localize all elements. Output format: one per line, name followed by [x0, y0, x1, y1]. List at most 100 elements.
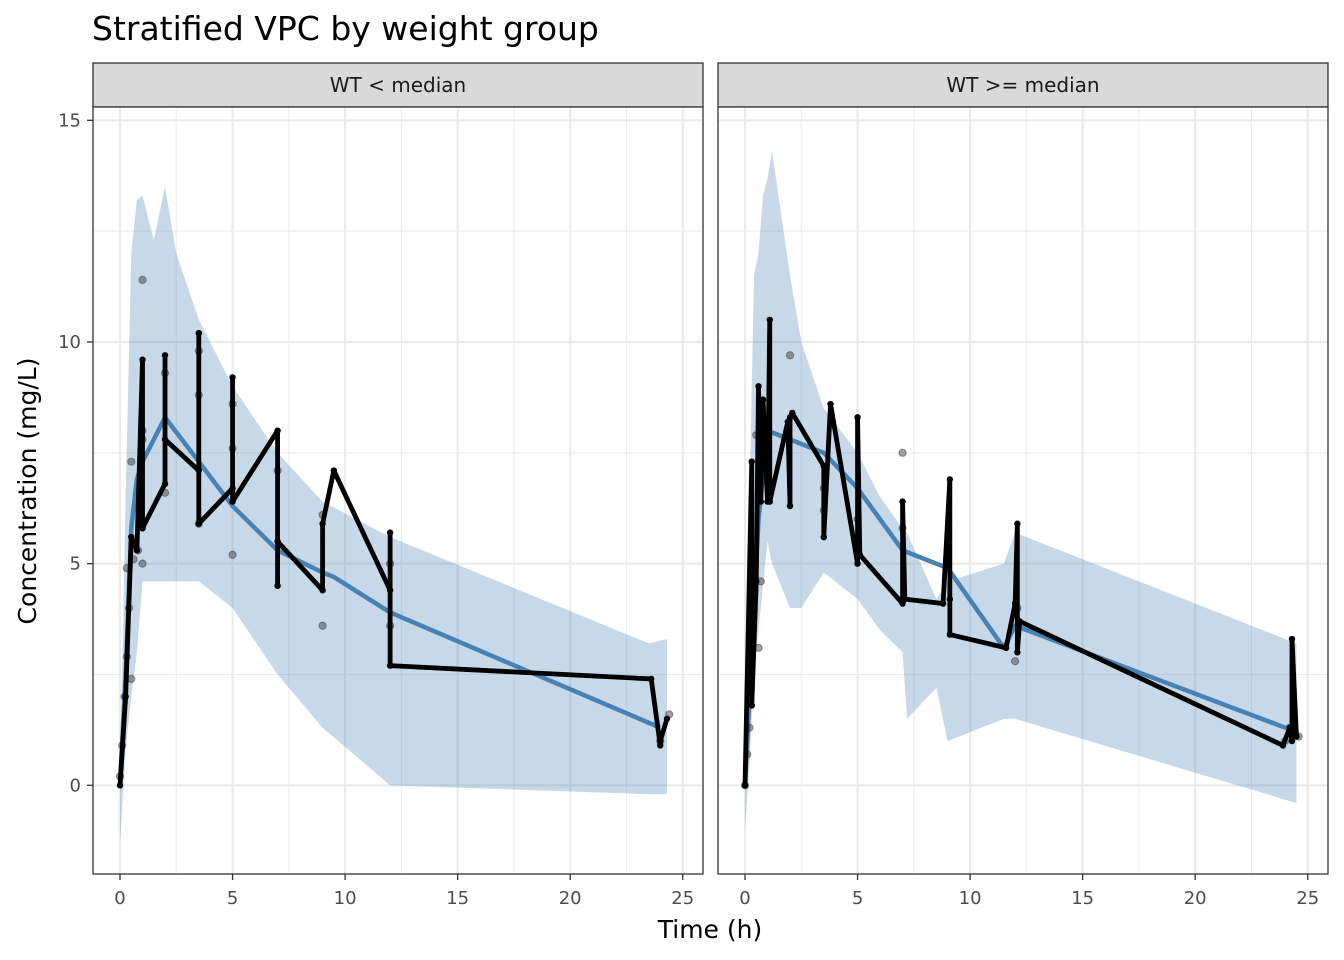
x-tick-label: 10 — [334, 888, 357, 909]
facet-strip — [92, 62, 704, 108]
chart-title: Stratified VPC by weight group — [92, 9, 599, 48]
observed-profile-point — [820, 533, 827, 541]
observed-profile-point — [946, 595, 954, 603]
observed-profile-point — [229, 374, 236, 381]
observed-profile-point — [854, 414, 861, 421]
observed-profile-point — [1014, 520, 1021, 527]
observed-profile-point — [748, 458, 755, 465]
observed-point — [785, 351, 795, 360]
observed-point — [318, 621, 327, 630]
panel-background — [93, 107, 703, 874]
observed-profile-point — [755, 383, 762, 390]
observed-profile-point — [648, 675, 655, 683]
x-tick-label: 0 — [739, 888, 750, 909]
y-tick-label: 5 — [70, 554, 81, 575]
x-tick-label: 15 — [446, 888, 469, 909]
prediction-interval-ribbon — [745, 151, 1297, 830]
observed-profile-point — [657, 742, 664, 749]
facet-strip — [717, 62, 1329, 108]
observed-profile-point — [330, 467, 338, 474]
observed-profile-point — [901, 595, 909, 603]
observed-profile-point — [757, 498, 764, 505]
observed-profile-point — [946, 476, 954, 483]
observed-profile-point — [899, 498, 906, 505]
observed-profile-point — [319, 587, 326, 594]
panel-border — [92, 106, 704, 875]
observed-profile-point — [766, 498, 773, 505]
observed-profile-point — [827, 400, 834, 408]
observed-profile-point — [759, 396, 767, 403]
observed-profile-point — [1293, 733, 1300, 740]
observed-profile-point — [753, 578, 760, 585]
observed-profile-point — [1279, 742, 1287, 749]
observed-point — [228, 550, 237, 559]
y-tick-label: 15 — [58, 110, 81, 131]
observed-profile-point — [274, 582, 281, 590]
observed-profile-point — [766, 316, 773, 324]
x-tick-label: 10 — [959, 888, 982, 909]
prediction-interval-ribbon — [120, 186, 667, 843]
observed-profile-point — [133, 547, 141, 554]
observed-profile-point — [386, 587, 394, 594]
y-tick-label: 10 — [58, 332, 81, 353]
observed-point — [898, 448, 907, 457]
facet-strip-label: WT < median — [330, 73, 466, 97]
observed-profile-point — [229, 498, 236, 505]
observed-profile-point — [748, 702, 755, 709]
observed-profile-point — [657, 737, 664, 745]
observed-profile-point — [741, 782, 749, 789]
y-tick-label: 0 — [70, 775, 81, 796]
observed-profile-point — [122, 693, 129, 700]
y-axis: 0 5 10 15 — [58, 110, 93, 796]
observed-profile-point — [789, 409, 796, 417]
facet-panels: WT < median 0 5 10 15 20 25 WT >= median 0 5 10 15 2… — [92, 62, 1329, 909]
x-tick-label: 5 — [852, 888, 863, 909]
observed-profile-point — [195, 467, 202, 474]
observed-profile-point — [1286, 724, 1293, 731]
observed-profile-point — [856, 551, 864, 558]
x-tick-label: 25 — [1296, 888, 1319, 909]
x-tick-label: 5 — [227, 888, 238, 909]
x-tick-label: 0 — [114, 888, 125, 909]
y-axis-title: Concentration (mg/L) — [13, 358, 42, 625]
observed-profile-point — [786, 502, 794, 510]
observed-profile-point — [663, 715, 671, 723]
x-tick-label: 15 — [1071, 888, 1094, 909]
observed-profile-point — [195, 329, 202, 337]
observed-profile-point — [854, 560, 861, 567]
observed-profile-point — [1014, 649, 1021, 656]
observed-profile-point — [1002, 644, 1010, 652]
observed-profile-point — [161, 480, 169, 488]
observed-profile-point — [116, 782, 124, 789]
observed-profile-point — [1011, 600, 1019, 607]
panel-border — [717, 106, 1329, 875]
observed-profile-point — [195, 520, 202, 527]
x-tick-label: 20 — [559, 888, 582, 909]
observed-profile-point — [229, 485, 236, 492]
observed-profile-line — [117, 330, 670, 786]
observed-point — [138, 559, 147, 568]
panel-background — [718, 107, 1328, 874]
observed-profile-point — [139, 356, 146, 363]
observed-profile-point — [386, 662, 394, 669]
facet-panel-1: WT < median 0 5 10 15 20 25 — [92, 62, 704, 909]
observed-point — [138, 275, 147, 285]
observed-profile-point — [161, 352, 169, 359]
x-tick-label: 20 — [1184, 888, 1207, 909]
observed-profile-point — [946, 631, 954, 638]
observed-profile-point — [1288, 635, 1296, 643]
facet-panel-2: WT >= median 0 5 10 15 20 25 — [717, 62, 1329, 909]
observed-profile-point — [139, 524, 146, 532]
facet-strip-label: WT >= median — [946, 73, 1099, 97]
observed-profile-point — [128, 533, 135, 541]
observed-profile-point — [386, 529, 394, 536]
observed-profile-point — [1288, 737, 1296, 745]
observed-profile-point — [274, 538, 281, 545]
observed-profile-point — [274, 427, 281, 434]
observed-profile-point — [820, 462, 827, 470]
observed-point — [127, 457, 136, 466]
observed-profile-point — [939, 600, 947, 607]
x-axis-title: Time (h) — [657, 915, 762, 944]
observed-profile-point — [161, 436, 169, 443]
